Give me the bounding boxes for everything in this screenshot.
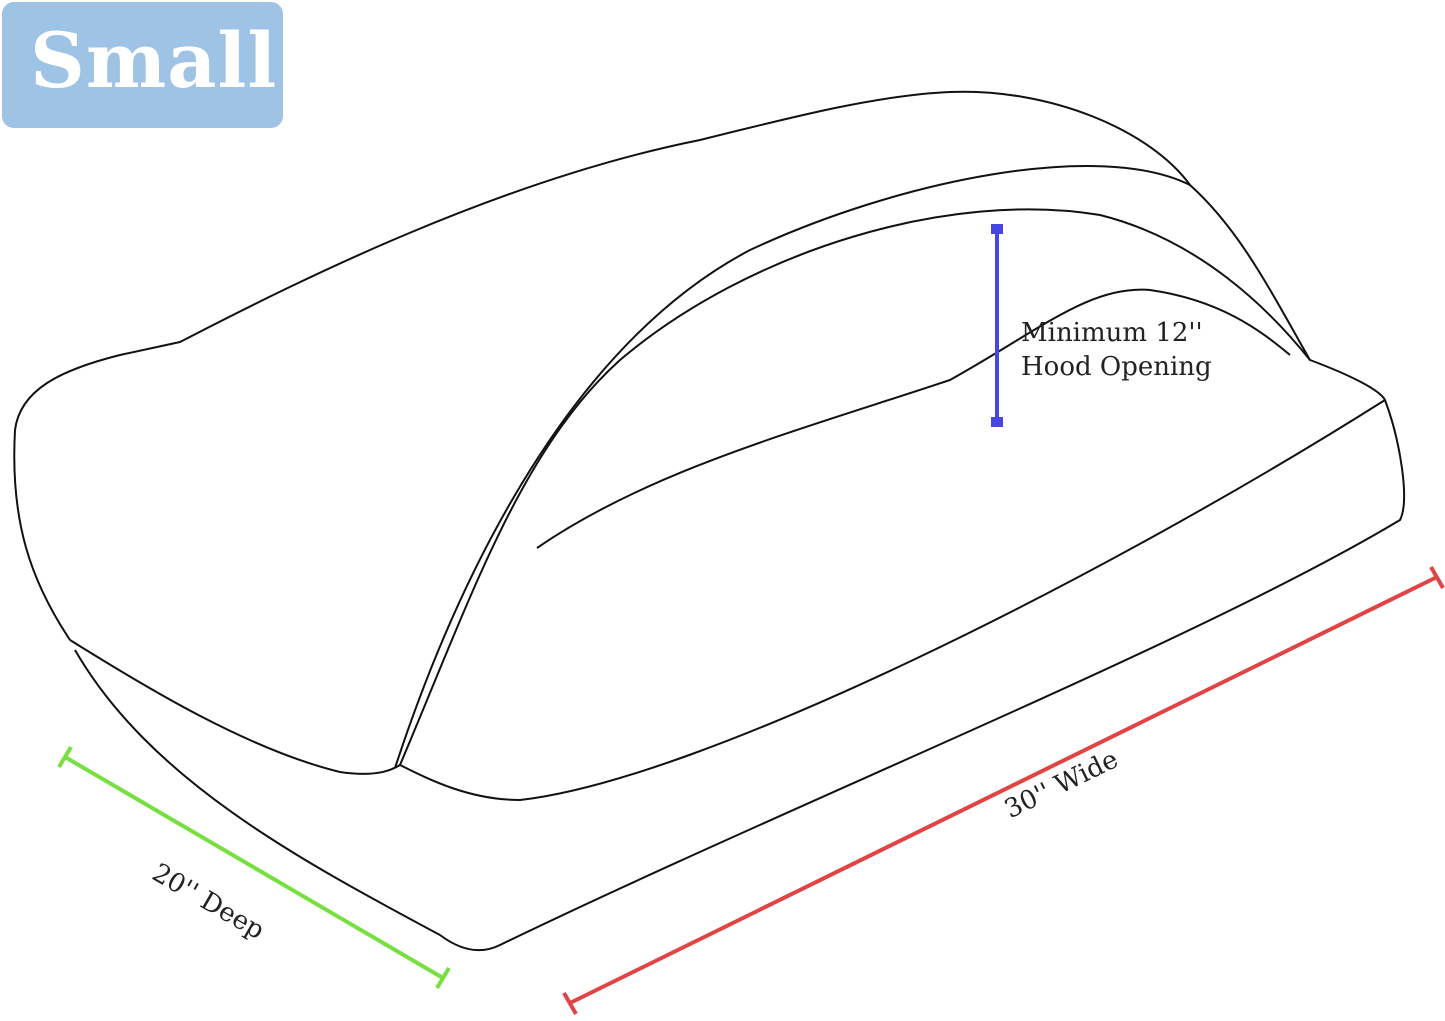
hood-inner-arc bbox=[399, 208, 1311, 766]
hood-label-line2: Hood Opening bbox=[1021, 352, 1212, 382]
bed-outer-outline bbox=[13, 90, 1405, 952]
hood-opening-curve bbox=[536, 288, 1291, 549]
depth-dimension-line bbox=[57, 745, 451, 990]
hood-label-line1: Minimum 12'' bbox=[1021, 318, 1203, 348]
hood-outer-arc bbox=[394, 165, 1191, 769]
width-dimension-line bbox=[562, 566, 1445, 1015]
size-badge-label: Small bbox=[30, 16, 278, 105]
hood-opening-label: Minimum 12'' Hood Opening bbox=[1021, 316, 1212, 384]
size-badge: Small bbox=[2, 2, 283, 128]
front-seam bbox=[69, 399, 1386, 802]
hood-dimension-line bbox=[991, 224, 1003, 427]
